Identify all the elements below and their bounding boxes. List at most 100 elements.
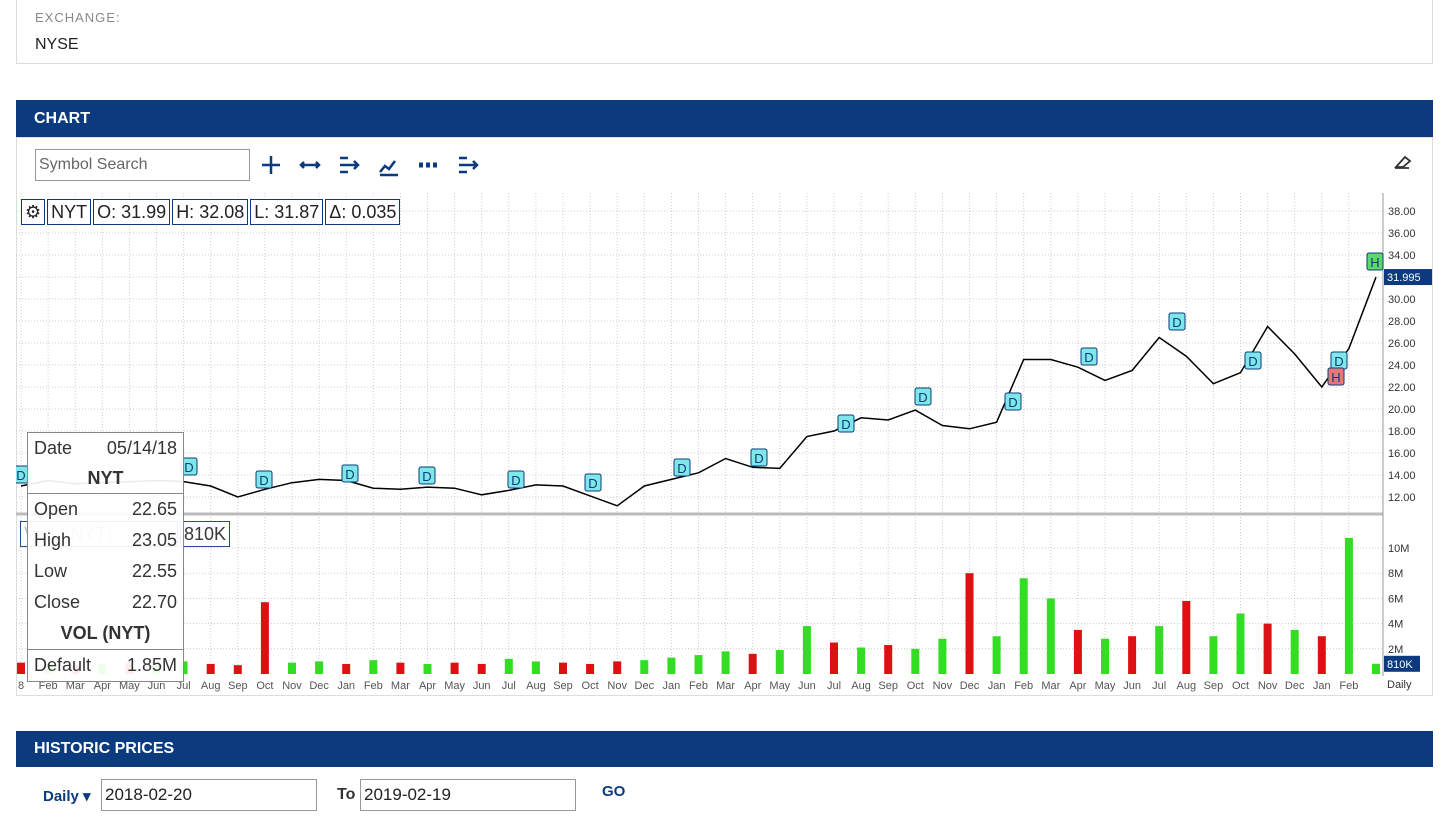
x-tick-label: Dec [960, 680, 980, 692]
y-tick-label: 26.00 [1388, 338, 1416, 350]
event-box [584, 473, 602, 492]
symbol-search[interactable]: Symbol Search [35, 149, 250, 181]
event-marker: D [1080, 347, 1098, 366]
ohlc-bar: ⚙ NYT O: 31.99 H: 32.08 L: 31.87 Δ: 0.03… [21, 199, 402, 225]
x-tick-label: Feb [364, 680, 383, 692]
tooltip-value: 23.05 [131, 530, 177, 550]
tooltip-value: 22.65 [131, 499, 177, 519]
event-box [673, 458, 691, 477]
exchange-label: EXCHANGE: [35, 10, 121, 25]
volume-bar [1182, 600, 1191, 674]
event-box [837, 414, 855, 433]
event-label: D [259, 473, 268, 488]
crosshair-tool[interactable] [262, 156, 280, 174]
x-tick-label: Nov [933, 680, 953, 692]
volume-bar [721, 651, 730, 674]
volume-bar [1128, 636, 1137, 674]
volume-bar [315, 661, 324, 674]
event-label: D [918, 390, 927, 405]
go-button[interactable]: GO [602, 783, 626, 800]
tooltip-key: Default [34, 655, 92, 675]
volume-bar [17, 662, 25, 674]
y-tick-label: 36.00 [1388, 228, 1416, 240]
event-marker: D [1244, 351, 1262, 370]
measure-tool[interactable] [299, 161, 321, 169]
settings[interactable]: ⚙ [21, 199, 46, 225]
x-tick-label: Nov [607, 680, 627, 692]
layout-tool[interactable] [459, 156, 479, 174]
x-tick-label: Mar [1041, 680, 1060, 692]
event-label: D [841, 417, 850, 432]
y2-tick-label: 8M [1388, 568, 1403, 580]
tooltip-value: 22.70 [131, 592, 177, 612]
volume-bar [1101, 638, 1109, 674]
y-tick-label: 30.00 [1388, 294, 1416, 306]
volume-bar [342, 663, 351, 674]
volume-bar [613, 661, 622, 674]
volume-bar [830, 642, 838, 674]
x-tick-label: Aug [1177, 680, 1197, 692]
x-tick-label: Aug [851, 680, 871, 692]
x-tick-label: Apr [1069, 680, 1086, 692]
x-tick-label: Apr [744, 680, 761, 692]
event-box [1168, 312, 1186, 331]
interval-dropdown[interactable]: Daily ▾ [43, 788, 91, 805]
to-date[interactable]: 2019-02-19 [360, 779, 576, 811]
volume-bar [1263, 623, 1272, 674]
volume-bar [992, 636, 1001, 674]
from-date[interactable]: 2018-02-20 [101, 779, 317, 811]
chart-panel [16, 137, 1433, 696]
event-marker: D [584, 473, 602, 492]
volume-bar [1155, 626, 1164, 674]
x-tick-label: Dec [309, 680, 329, 692]
volume-bar [1344, 537, 1353, 674]
tooltip-date: 05/14/18 [106, 438, 177, 458]
y2-tick-label: 4M [1388, 619, 1403, 631]
x-tick-label: Oct [1232, 680, 1249, 692]
x-tick-label: Mar [66, 680, 85, 692]
studies-tool[interactable] [379, 160, 398, 177]
volume-bar [965, 573, 974, 674]
event-marker: D [673, 458, 691, 477]
volume-bar [640, 660, 649, 674]
event-marker: H [1327, 367, 1345, 386]
volume-bar [531, 661, 540, 674]
volume-bar [233, 665, 242, 674]
event-label: H [1331, 370, 1340, 385]
x-tick-label: Sep [228, 680, 248, 692]
eraser[interactable] [1393, 154, 1413, 170]
x-tick-label: 8 [18, 680, 24, 692]
to-label: To [337, 786, 356, 803]
y-tick-label: 28.00 [1388, 316, 1416, 328]
event-marker: D [418, 466, 436, 485]
volume-bar [1073, 629, 1082, 674]
y2-tick-label: 2M [1388, 644, 1403, 656]
chart: 8 Feb Mar Apr May Jun Jul Aug Sep Oct Nov Dec Jan Feb… [16, 193, 1432, 692]
x-tick-label: Nov [282, 680, 302, 692]
y-tick-label: 24.00 [1388, 360, 1416, 372]
event-label: D [511, 473, 520, 488]
event-marker: D [255, 470, 273, 489]
x-tick-label: Jan [988, 680, 1006, 692]
volume-bar [396, 662, 405, 674]
interval-label: Daily [1387, 679, 1412, 691]
event-marker: H [1366, 252, 1384, 271]
volume-bar [1236, 613, 1245, 674]
tooltip-key: Open [34, 499, 79, 519]
compare-tool[interactable] [340, 156, 360, 174]
event-box [1080, 347, 1098, 366]
x-tick-label: Feb [689, 680, 708, 692]
volume-bar [1317, 636, 1326, 674]
exchange-value: NYSE [35, 36, 79, 53]
event-label: D [1248, 354, 1257, 369]
event-marker: D [914, 387, 932, 406]
x-tick-label: Nov [1258, 680, 1278, 692]
y2-tick-label: 6M [1388, 593, 1403, 605]
volume-bar [884, 645, 893, 674]
event-label: D [1172, 315, 1181, 330]
x-tick-label: Jul [827, 680, 841, 692]
volume-bar [559, 662, 567, 674]
volume-bar [206, 663, 215, 674]
event-box [914, 387, 932, 406]
x-tick-label: Jun [1123, 680, 1141, 692]
